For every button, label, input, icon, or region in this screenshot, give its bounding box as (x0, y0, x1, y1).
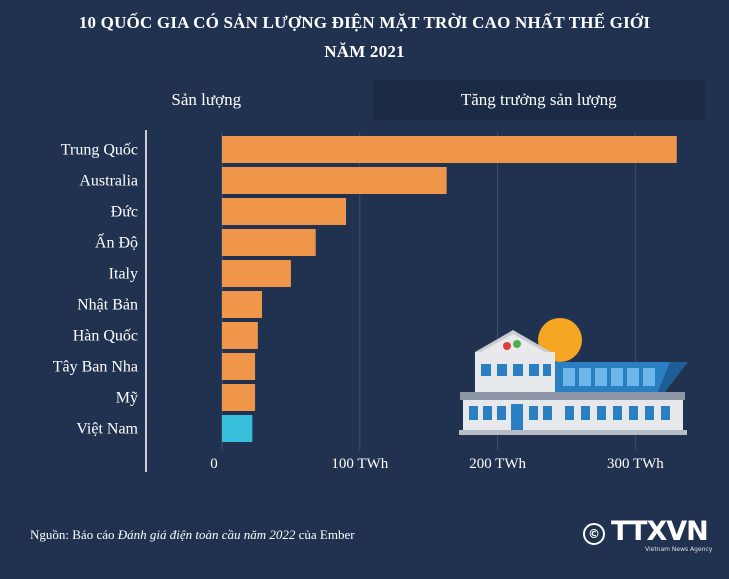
title-line-2: NĂM 2021 (324, 42, 405, 61)
bar (222, 415, 253, 442)
tab-bar: Sản lượng Tăng trưởng sản lượng (40, 80, 705, 120)
bar (222, 167, 447, 194)
x-tick-label: 200 TWh (469, 456, 526, 472)
bars (222, 136, 677, 442)
tab-growth[interactable]: Tăng trưởng sản lượng (372, 80, 705, 120)
house-illustration-icon (459, 318, 688, 435)
tick-labels: 0 100 TWh 200 TWh 300 TWh (210, 456, 664, 472)
chart-title: 10 QUỐC GIA CÓ SẢN LƯỢNG ĐIỆN MẶT TRỜI C… (0, 8, 729, 66)
category-labels: Trung Quốc Australia Đức Ấn Độ Italy Nhật Bản… (53, 142, 139, 438)
source-report-title: Đánh giá điện toàn cầu năm 2022 (117, 527, 296, 542)
ttxvn-logo: © TTXVN Vietnam News Agency (583, 516, 713, 556)
bar (222, 322, 258, 349)
category-label: Hàn Quốc (73, 328, 138, 345)
category-label: Mỹ (116, 390, 138, 407)
tab-production[interactable]: Sản lượng (40, 80, 373, 120)
bar (222, 353, 256, 380)
bar (222, 291, 262, 318)
category-label: Việt Nam (76, 421, 138, 438)
logo-text: TTXVN (611, 516, 709, 547)
source-prefix: Nguồn: Báo cáo (30, 527, 118, 542)
category-label: Italy (109, 266, 138, 283)
copyright-icon: © (583, 523, 605, 545)
bar (222, 384, 256, 411)
title-line-1: 10 QUỐC GIA CÓ SẢN LƯỢNG ĐIỆN MẶT TRỜI C… (78, 13, 651, 32)
source-note: Nguồn: Báo cáo Đánh giá điện toàn cầu nă… (30, 527, 355, 543)
category-label: Trung Quốc (61, 142, 138, 159)
x-tick-label: 0 (210, 456, 218, 472)
category-label: Đức (111, 204, 138, 221)
source-suffix: của Ember (295, 527, 355, 542)
category-label: Ấn Độ (95, 233, 138, 252)
category-label: Tây Ban Nha (53, 359, 138, 376)
bar (222, 198, 347, 225)
bar (222, 229, 316, 256)
logo-subtitle: Vietnam News Agency (645, 546, 713, 553)
x-tick-label: 100 TWh (331, 456, 388, 472)
x-tick-label: 300 TWh (607, 456, 664, 472)
bar (222, 136, 677, 163)
bar (222, 260, 291, 287)
category-label: Australia (79, 173, 138, 190)
category-label: Nhật Bản (77, 297, 138, 314)
